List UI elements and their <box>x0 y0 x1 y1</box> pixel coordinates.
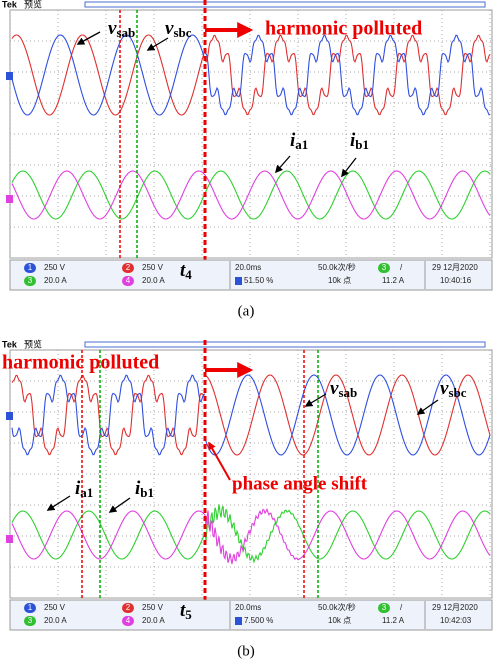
ch2-scale: 250 V <box>142 603 164 612</box>
ch4-scale: 20.0 A <box>142 616 165 625</box>
record-length: 10k 点 <box>328 616 351 625</box>
label-sub: a1 <box>80 485 93 500</box>
clock: 10:42:03 <box>440 616 472 625</box>
sample-rate: 50.0k次/秒 <box>318 262 356 272</box>
channel-number: 2 <box>126 263 131 272</box>
caption: (a) <box>238 303 255 319</box>
ch1-marker <box>6 412 13 420</box>
label-sub: b1 <box>140 485 154 500</box>
channel-number: 3 <box>28 276 33 285</box>
ch4-marker <box>6 535 13 543</box>
channel-number: 1 <box>28 603 33 612</box>
position: 7.500 % <box>244 616 273 625</box>
pos-icon <box>235 617 242 625</box>
ch3-scale: 20.0 A <box>44 276 67 285</box>
record-length: 10k 点 <box>328 276 351 285</box>
timebase: 20.0ms <box>235 603 261 612</box>
sample-rate: 50.0k次/秒 <box>318 602 356 612</box>
label-sub: 4 <box>185 267 192 282</box>
date: 29 12月2020 <box>432 603 478 612</box>
record-bar <box>85 2 485 7</box>
harmonic-label: harmonic polluted <box>265 18 422 40</box>
harmonic-label: harmonic polluted <box>2 352 159 374</box>
clock: 10:40:16 <box>440 276 472 285</box>
trigger-level: 11.2 A <box>382 616 405 625</box>
timebase: 20.0ms <box>235 263 261 272</box>
label-sub: sbc <box>448 385 466 400</box>
ch1-scale: 250 V <box>44 603 66 612</box>
ch4-marker <box>6 195 13 203</box>
channel-number: 3 <box>28 616 33 625</box>
mode: 预览 <box>24 0 42 9</box>
figure: Tek 预览 1 250 V 2 250 V 3 20.0 A 4 20.0 A 20.0ms 51.… <box>0 0 493 665</box>
channel-number: 4 <box>126 276 131 285</box>
mode: 预览 <box>24 338 42 349</box>
channel-number: 3 <box>382 603 387 612</box>
channel-number: 4 <box>126 616 131 625</box>
page: {"panels": [ {"tek": "Tek", "mode": "预览"… <box>0 0 493 665</box>
label-sub: sab <box>116 25 135 40</box>
ch1-marker <box>6 72 13 80</box>
label-sub: a1 <box>295 137 308 152</box>
label-sub: sab <box>338 385 357 400</box>
ch2-scale: 250 V <box>142 263 164 272</box>
trigger-level: 11.2 A <box>382 276 405 285</box>
ch1-scale: 250 V <box>44 263 66 272</box>
ch3-scale: 20.0 A <box>44 616 67 625</box>
label-sub: sbc <box>173 25 191 40</box>
record-bar <box>85 342 485 347</box>
brand: Tek <box>2 0 18 9</box>
ch4-scale: 20.0 A <box>142 276 165 285</box>
shift-label: phase angle shift <box>232 473 368 494</box>
pos-icon <box>235 277 242 285</box>
label-sub: 5 <box>185 607 192 622</box>
channel-number: 3 <box>382 263 387 272</box>
brand: Tek <box>2 339 18 349</box>
channel-number: 2 <box>126 603 131 612</box>
label-sub: b1 <box>355 137 369 152</box>
caption: (b) <box>237 643 255 659</box>
date: 29 12月2020 <box>432 263 478 272</box>
channel-number: 1 <box>28 263 33 272</box>
position: 51.50 % <box>244 276 273 285</box>
